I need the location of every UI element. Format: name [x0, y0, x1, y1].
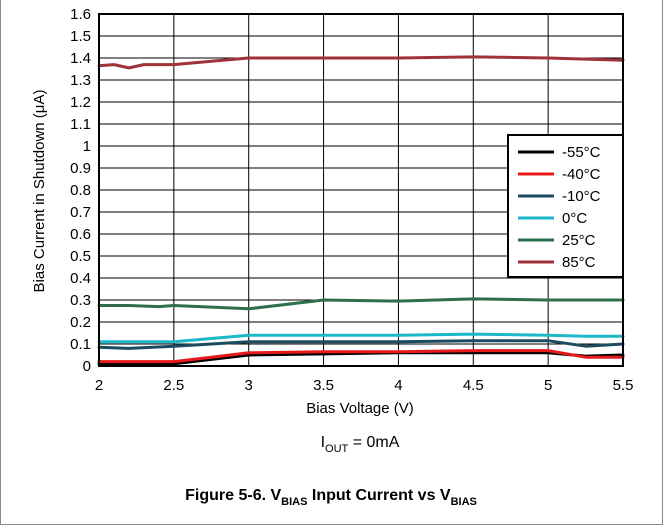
- x-tick-label: 3: [245, 377, 253, 394]
- legend-label: 25°C: [562, 232, 596, 249]
- x-tick-label: 3.5: [313, 377, 334, 394]
- y-tick-label: 0.8: [70, 182, 91, 199]
- y-tick-label: 0.9: [70, 160, 91, 177]
- series-lines: [97, 55, 625, 366]
- caption-sub2: BIAS: [451, 496, 477, 508]
- y-tick-label: 1.6: [70, 6, 91, 23]
- y-tick-label: 0.6: [70, 226, 91, 243]
- series-line: [97, 297, 625, 311]
- x-tick-label: 2.5: [163, 377, 184, 394]
- legend-label: -10°C: [562, 188, 601, 205]
- note-rest: = 0mA: [348, 434, 399, 451]
- legend-label: 85°C: [562, 254, 596, 271]
- y-tick-label: 0.5: [70, 248, 91, 265]
- axes: 2 2.5 3 3.5 4 4.5 5 5.5 0 0.1 0.2 0.3 0.4 0.5 0.6 0.7 0.…: [70, 6, 633, 394]
- series-line: [97, 339, 625, 350]
- y-tick-label: 1.2: [70, 94, 91, 111]
- x-tick-label: 5.5: [613, 377, 634, 394]
- y-tick-label: 0.2: [70, 314, 91, 331]
- x-tick-label: 4: [394, 377, 402, 394]
- y-tick-label: 1.3: [70, 72, 91, 89]
- caption-sub1: BIAS: [281, 496, 307, 508]
- note-sub: OUT: [325, 443, 349, 455]
- y-tick-label: 0: [83, 358, 91, 375]
- legend-label: -40°C: [562, 166, 601, 183]
- caption-middle: Input Current vs V: [307, 487, 450, 504]
- y-tick-label: 1.4: [70, 50, 91, 67]
- y-tick-label: 0.7: [70, 204, 91, 221]
- y-tick-label: 0.3: [70, 292, 91, 309]
- legend-label: 0°C: [562, 210, 587, 227]
- test-condition-note: IOUT = 0mA: [321, 434, 400, 455]
- x-tick-label: 2: [95, 377, 103, 394]
- note-main: I: [321, 434, 325, 451]
- legend: -55°C -40°C -10°C 0°C 25°C 85°C: [507, 134, 624, 278]
- y-tick-label: 1: [83, 138, 91, 155]
- y-tick-label: 0.4: [70, 270, 91, 287]
- series-line: [97, 55, 625, 70]
- x-axis-label: Bias Voltage (V): [306, 400, 414, 417]
- x-tick-label: 5: [544, 377, 552, 394]
- figure-caption: Figure 5-6. VBIAS Input Current vs VBIAS: [185, 487, 477, 508]
- series-line: [97, 332, 625, 344]
- x-tick-label: 4.5: [463, 377, 484, 394]
- y-tick-label: 0.1: [70, 336, 91, 353]
- caption-prefix: Figure 5-6. V: [185, 487, 281, 504]
- series-line: [97, 349, 625, 364]
- y-tick-label: 1.5: [70, 28, 91, 45]
- legend-box: [507, 134, 624, 278]
- legend-label: -55°C: [562, 144, 601, 161]
- y-tick-label: 1.1: [70, 116, 91, 133]
- y-axis-label: Bias Current in Shutdown (μA): [31, 90, 48, 293]
